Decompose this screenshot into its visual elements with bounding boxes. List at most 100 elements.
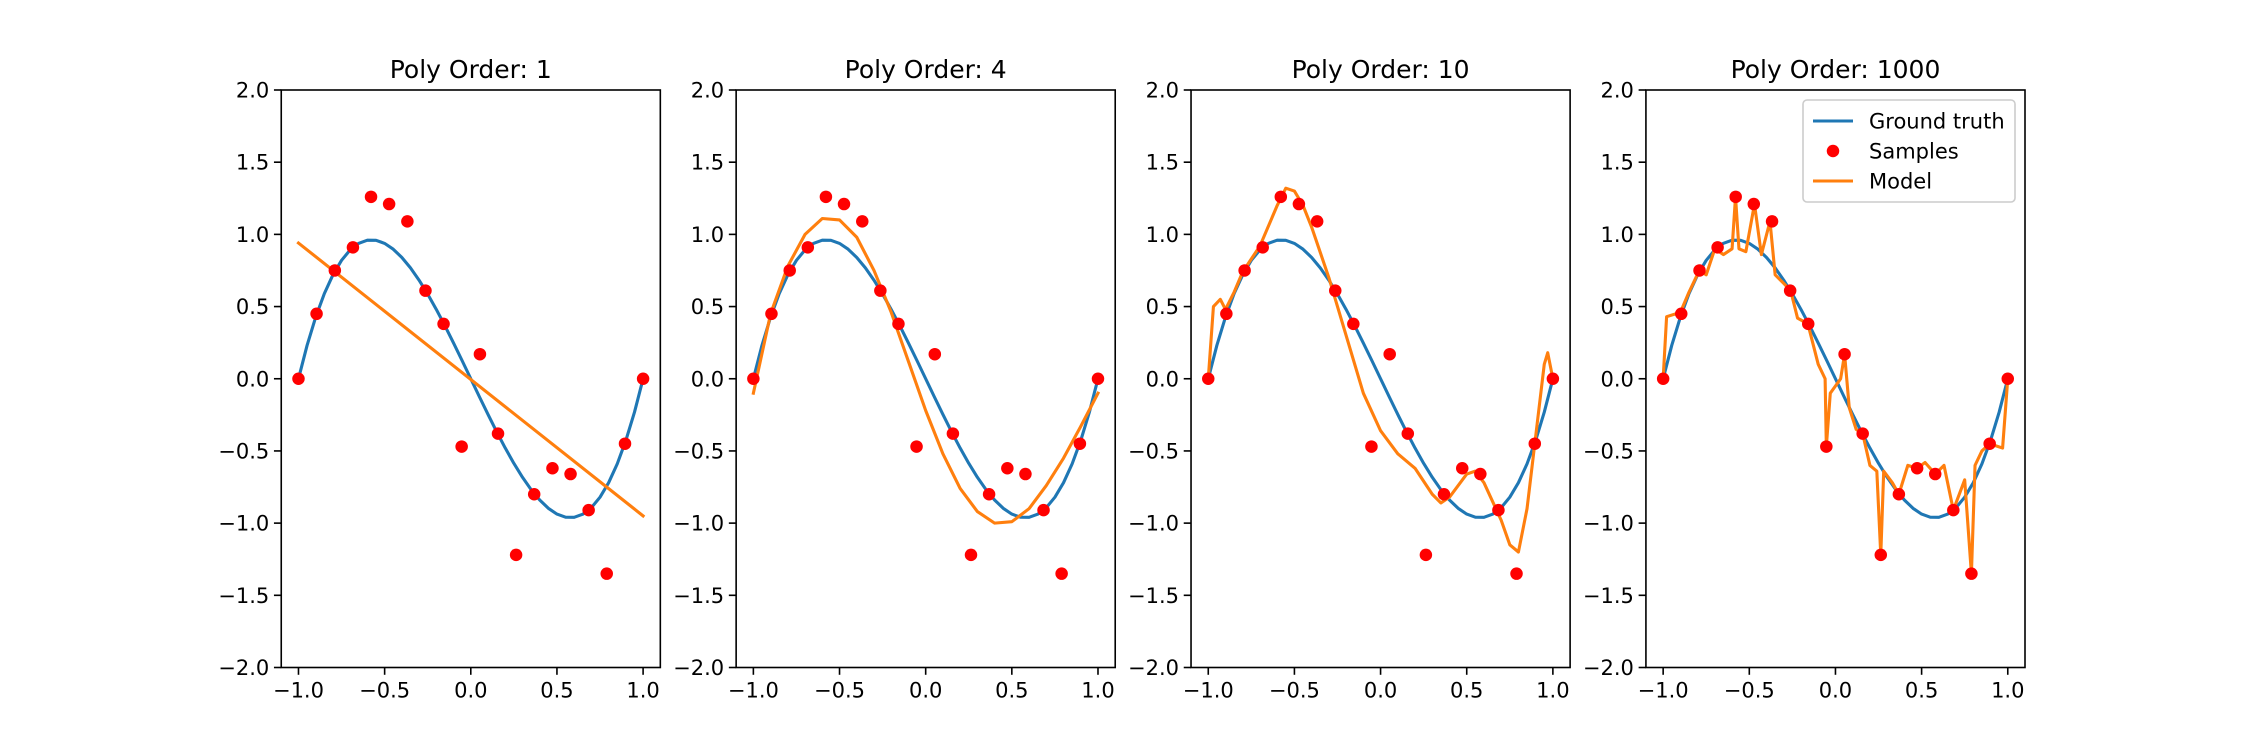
sample-point [1856,427,1869,440]
subplot-title: Poly Order: 4 [845,55,1007,84]
y-tick-label: −1.0 [218,512,269,536]
sample-point [1783,284,1797,297]
x-tick-label: 1.0 [1081,679,1114,703]
sample-point [636,372,650,385]
x-tick-label: −0.5 [359,679,410,703]
y-tick-label: 1.0 [691,223,724,247]
sample-point [455,440,468,453]
sample-point [1274,190,1288,204]
sample-point [2001,372,2015,385]
sample-point [892,317,905,331]
subplot-title: Poly Order: 10 [1292,55,1470,84]
x-tick-label: −0.5 [814,679,865,703]
sample-point [783,264,796,277]
sample-point [473,347,487,361]
y-tick-label: −1.0 [673,512,724,536]
sample-point [964,548,978,562]
sample-point [1437,488,1451,501]
sample-point [509,548,523,562]
sample-point [1037,503,1050,517]
sample-point [546,462,559,475]
sample-point [1419,548,1433,562]
x-tick-label: 0.0 [1364,679,1397,703]
y-tick-label: 1.0 [1601,223,1634,247]
axes-frame [735,89,1117,669]
sample-point [1474,467,1487,481]
sample-point [1019,467,1032,481]
subplot: Poly Order: 10 −1.0 −0.5 0.0 0.5 1.0 −2.0 −1.5 −… [1128,55,1571,703]
sample-point [1329,284,1342,297]
x-tick-label: 0.0 [909,679,942,703]
sample-point [1492,503,1505,517]
subplot: Poly Order: 1 −1.0 −0.5 0.0 0.5 1.0 −2.0 −1.5 −1… [218,55,662,703]
x-tick-label: 1.0 [1536,679,1569,703]
sample-point [1820,440,1833,453]
y-tick-label: −1.5 [218,584,269,608]
sample-point [1711,241,1724,254]
sample-point [1747,197,1761,211]
y-tick-label: 0.0 [1146,367,1179,391]
x-tick-label: 0.5 [995,679,1028,703]
sample-point [310,307,323,321]
sample-point [1801,317,1815,331]
sample-point [910,440,923,453]
y-tick-label: −1.5 [1583,584,1634,608]
sample-point [1892,488,1906,501]
sample-point [419,284,432,297]
y-tick-label: 2.0 [1601,79,1634,103]
sample-point [1055,567,1068,580]
y-tick-label: 0.0 [236,367,269,391]
sample-point [1674,307,1688,321]
sample-point [837,197,851,211]
sample-point [1073,437,1087,450]
sample-point [801,241,815,254]
y-tick-label: 0.0 [691,367,724,391]
sample-point [1220,307,1233,321]
y-tick-label: −2.0 [673,656,724,680]
y-tick-label: −1.0 [1583,512,1634,536]
y-tick-label: −1.0 [1128,512,1179,536]
legend: Ground truth Samples Model [1802,99,2016,203]
sample-point [582,503,595,517]
line-series [1661,195,2010,576]
y-tick-label: 1.0 [1146,223,1179,247]
sample-point [292,372,305,385]
line-series [751,216,1101,525]
sample-point [1528,437,1542,450]
y-tick-label: −0.5 [1128,439,1179,463]
y-tick-label: −0.5 [218,439,269,463]
line-series [1661,238,2010,519]
y-tick-label: 0.5 [236,295,269,319]
sample-point [382,197,396,211]
sample-point [1838,347,1851,361]
y-tick-label: −2.0 [1128,656,1179,680]
sample-point [1202,372,1215,385]
y-tick-label: −2.0 [218,656,269,680]
x-tick-label: −1.0 [1638,679,1689,703]
sample-point [1256,241,1269,254]
sample-point [1693,264,1706,277]
y-tick-label: 2.0 [691,79,724,103]
axes-frame [280,89,662,669]
sample-point [491,427,505,440]
x-tick-label: 0.5 [1450,679,1483,703]
sample-point [1729,190,1742,204]
y-tick-label: 2.0 [236,79,269,103]
sample-point [1947,503,1960,517]
sample-point [618,437,632,450]
sample-point [527,488,541,501]
sample-point [1401,427,1415,440]
sample-point [1091,372,1105,385]
x-tick-label: −1.0 [273,679,324,703]
x-tick-label: −1.0 [728,679,779,703]
subplot-title: Poly Order: 1000 [1731,55,1941,84]
sample-point [1365,440,1378,453]
x-tick-label: −0.5 [1724,679,1775,703]
sample-point [1455,462,1469,475]
sample-point [1765,215,1779,228]
axes-frame [1645,89,2026,669]
axes-frame [1190,89,1571,669]
sample-point [946,427,960,440]
legend-label: Ground truth [1869,110,2005,134]
